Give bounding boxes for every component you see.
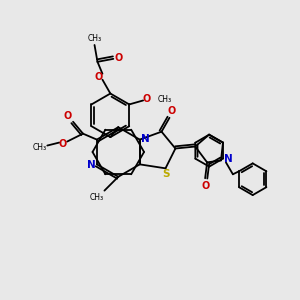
Text: CH₃: CH₃ — [32, 143, 46, 152]
Text: O: O — [114, 53, 122, 63]
Text: CH₃: CH₃ — [89, 193, 103, 202]
Text: O: O — [167, 106, 175, 116]
Text: CH₃: CH₃ — [158, 95, 172, 104]
Text: O: O — [143, 94, 151, 104]
Text: S: S — [163, 169, 170, 179]
Text: N: N — [141, 134, 150, 144]
Text: O: O — [64, 111, 72, 121]
Text: N: N — [224, 154, 232, 164]
Text: O: O — [201, 181, 209, 191]
Text: O: O — [58, 139, 66, 148]
Text: N: N — [86, 160, 95, 170]
Text: O: O — [94, 72, 103, 82]
Text: CH₃: CH₃ — [88, 34, 102, 43]
